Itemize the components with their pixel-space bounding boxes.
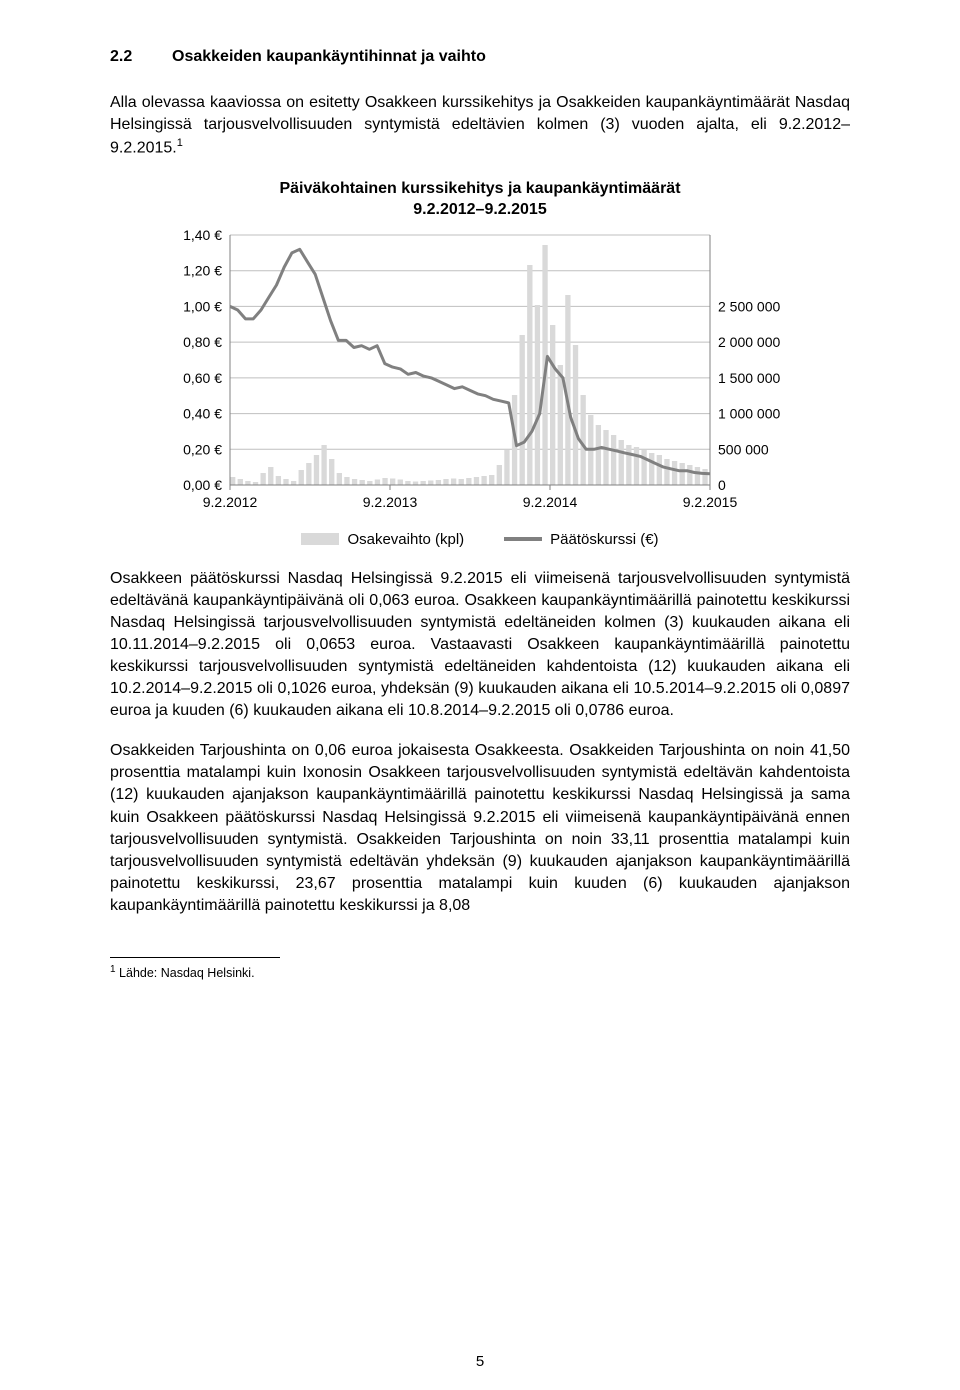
footnote-rule xyxy=(110,957,280,958)
paragraph-3: Osakkeiden Tarjoushinta on 0,06 euroa jo… xyxy=(110,740,850,917)
svg-text:0,40 €: 0,40 € xyxy=(183,405,222,421)
svg-text:1,40 €: 1,40 € xyxy=(183,227,222,243)
paragraph-2: Osakkeen päätöskurssi Nasdaq Helsingissä… xyxy=(110,568,850,723)
svg-text:500 000: 500 000 xyxy=(718,441,769,457)
svg-text:9.2.2012: 9.2.2012 xyxy=(203,494,258,510)
chart-title-line1: Päiväkohtainen kurssikehitys ja kaupankä… xyxy=(279,180,680,197)
svg-text:1,20 €: 1,20 € xyxy=(183,262,222,278)
legend-swatch-bar xyxy=(301,533,339,545)
footnote-text: Lähde: Nasdaq Helsinki. xyxy=(119,966,255,980)
legend-label-price: Päätöskurssi (€) xyxy=(550,531,658,548)
footnote: 1 Lähde: Nasdaq Helsinki. xyxy=(110,964,850,980)
svg-text:2 000 000: 2 000 000 xyxy=(718,334,780,350)
svg-text:0,20 €: 0,20 € xyxy=(183,441,222,457)
section-number: 2.2 xyxy=(110,48,172,66)
svg-text:1 500 000: 1 500 000 xyxy=(718,370,780,386)
svg-text:0,00 €: 0,00 € xyxy=(183,477,222,493)
svg-text:1 000 000: 1 000 000 xyxy=(718,405,780,421)
intro-paragraph: Alla olevassa kaaviossa on esitetty Osak… xyxy=(110,92,850,160)
legend-swatch-line xyxy=(504,537,542,541)
svg-text:0: 0 xyxy=(718,477,726,493)
svg-text:1,00 €: 1,00 € xyxy=(183,298,222,314)
chart-title: Päiväkohtainen kurssikehitys ja kaupankä… xyxy=(110,178,850,221)
svg-text:0,80 €: 0,80 € xyxy=(183,334,222,350)
section-title: Osakkeiden kaupankäyntihinnat ja vaihto xyxy=(172,48,486,66)
svg-text:0,60 €: 0,60 € xyxy=(183,370,222,386)
svg-text:9.2.2013: 9.2.2013 xyxy=(363,494,418,510)
legend-item-volume: Osakevaihto (kpl) xyxy=(301,531,464,548)
chart-legend: Osakevaihto (kpl) Päätöskurssi (€) xyxy=(110,531,850,548)
svg-text:9.2.2015: 9.2.2015 xyxy=(683,494,738,510)
legend-label-volume: Osakevaihto (kpl) xyxy=(347,531,464,548)
chart-svg: 0,00 € 0 0,20 € 500 000 0,40 € 1 000 000 0,60 … xyxy=(160,225,800,525)
legend-item-price: Päätöskurssi (€) xyxy=(504,531,658,548)
svg-text:9.2.2014: 9.2.2014 xyxy=(523,494,578,510)
section-heading: 2.2 Osakkeiden kaupankäyntihinnat ja vai… xyxy=(110,48,850,66)
chart-container: Päiväkohtainen kurssikehitys ja kaupankä… xyxy=(110,178,850,548)
intro-text: Alla olevassa kaaviossa on esitetty Osak… xyxy=(110,94,850,156)
svg-text:2 500 000: 2 500 000 xyxy=(718,298,780,314)
chart-title-line2: 9.2.2012–9.2.2015 xyxy=(413,201,546,218)
footnote-number: 1 xyxy=(110,964,116,975)
footnote-ref: 1 xyxy=(177,137,183,149)
page-number: 5 xyxy=(0,1353,960,1370)
